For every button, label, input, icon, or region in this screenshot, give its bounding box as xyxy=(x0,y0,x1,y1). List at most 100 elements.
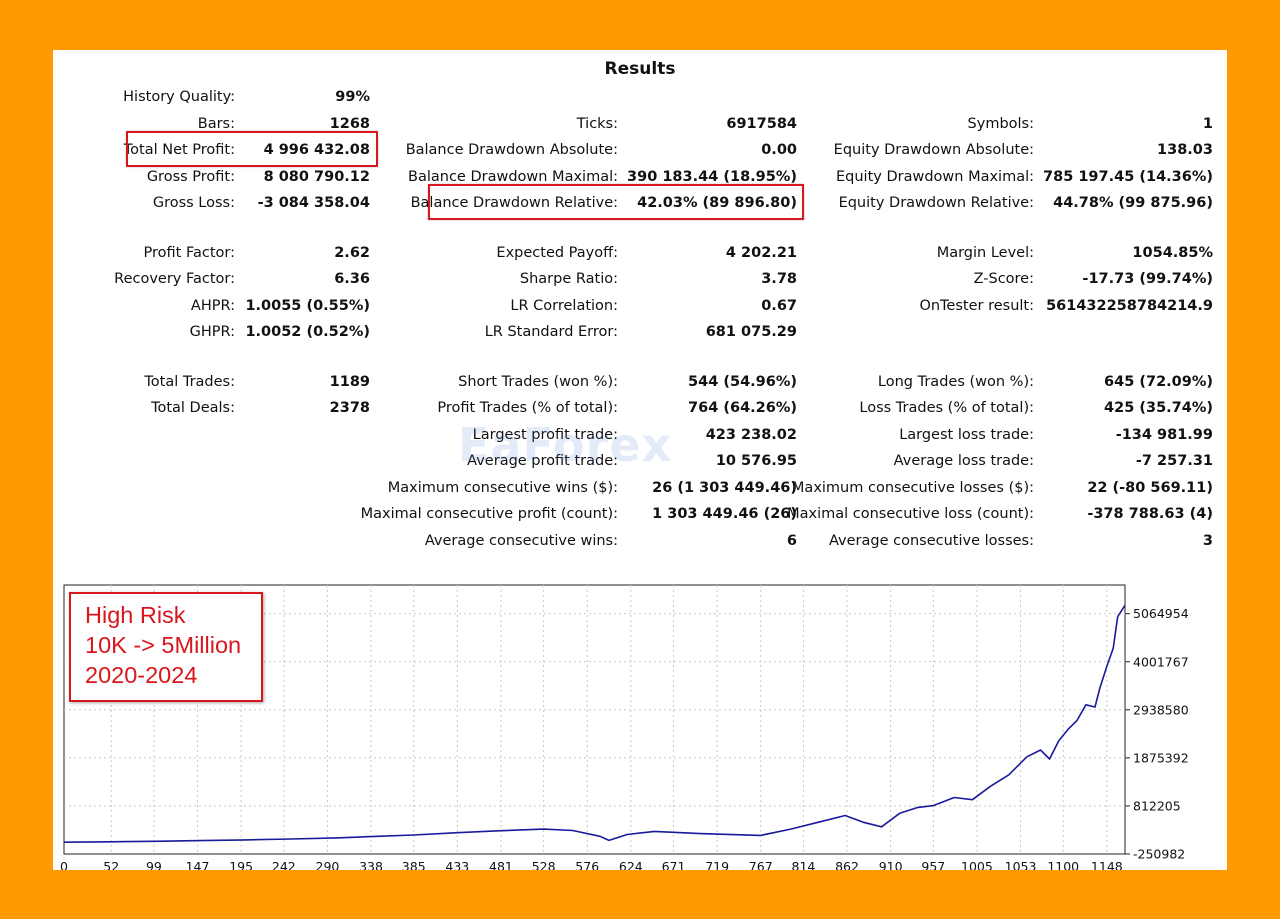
x-tick-label: 0 xyxy=(60,859,68,870)
symbols-label: Symbols: xyxy=(967,116,1034,132)
gross-loss-label: Gross Loss: xyxy=(152,195,235,211)
z-score-label: Z-Score: xyxy=(973,271,1034,287)
equity-drawdown-absolute-label: Equity Drawdown Absolute: xyxy=(833,142,1034,158)
ghpr-value: 1.0052 (0.52%) xyxy=(245,324,370,340)
y-tick-label: 2938580 xyxy=(1133,702,1189,717)
average-loss-trade-value: -7 257.31 xyxy=(1135,453,1213,469)
total-net-profit-value: 4 996 432.08 xyxy=(263,142,370,158)
max-consecutive-wins-label: Maximum consecutive wins ($): xyxy=(387,480,618,496)
risk-note-line1: High Risk xyxy=(85,602,186,628)
total-deals-label: Total Deals: xyxy=(151,400,235,416)
recovery-factor-label: Recovery Factor: xyxy=(114,271,235,287)
x-tick-label: 910 xyxy=(879,859,903,870)
margin-level-label: Margin Level: xyxy=(936,245,1034,261)
x-tick-label: 624 xyxy=(619,859,643,870)
total-trades-label: Total Trades: xyxy=(144,374,235,390)
bars-value: 1268 xyxy=(329,116,370,132)
largest-profit-trade-value: 423 238.02 xyxy=(705,427,797,443)
symbols-value: 1 xyxy=(1202,116,1213,132)
margin-level-value: 1054.85% xyxy=(1132,245,1213,261)
x-tick-label: 1005 xyxy=(961,859,993,870)
loss-trades-label: Loss Trades (% of total): xyxy=(859,400,1034,416)
profit-trades-value: 764 (64.26%) xyxy=(688,400,797,416)
risk-note-line3: 2020-2024 xyxy=(85,662,198,688)
y-tick-label: -250982 xyxy=(1133,847,1185,862)
equity-drawdown-maximal-value: 785 197.45 (14.36%) xyxy=(1043,169,1213,185)
largest-profit-trade-label: Largest profit trade: xyxy=(472,427,618,443)
balance-drawdown-absolute-value: 0.00 xyxy=(761,142,797,158)
risk-note: High Risk 10K -> 5Million 2020-2024 xyxy=(69,592,263,702)
equity-drawdown-relative-label: Equity Drawdown Relative: xyxy=(838,195,1034,211)
y-tick-label: 1875392 xyxy=(1133,750,1189,765)
average-profit-trade-label: Average profit trade: xyxy=(467,453,618,469)
x-tick-label: 481 xyxy=(489,859,513,870)
loss-trades-value: 425 (35.74%) xyxy=(1104,400,1213,416)
lr-correlation-value: 0.67 xyxy=(761,298,797,314)
equity-drawdown-maximal-label: Equity Drawdown Maximal: xyxy=(836,169,1034,185)
ontester-result-label: OnTester result: xyxy=(919,298,1034,314)
maximal-consecutive-loss-value: -378 788.63 (4) xyxy=(1087,506,1213,522)
balance-series-line xyxy=(63,604,1126,843)
x-tick-label: 385 xyxy=(402,859,426,870)
x-tick-label: 290 xyxy=(316,859,340,870)
x-tick-label: 433 xyxy=(445,859,469,870)
largest-loss-trade-label: Largest loss trade: xyxy=(899,427,1034,443)
balance-drawdown-relative-value: 42.03% (89 896.80) xyxy=(637,195,797,211)
average-consecutive-wins-label: Average consecutive wins: xyxy=(424,533,618,549)
average-consecutive-wins-value: 6 xyxy=(786,533,797,549)
expected-payoff-value: 4 202.21 xyxy=(725,245,797,261)
x-tick-label: 338 xyxy=(359,859,383,870)
largest-loss-trade-value: -134 981.99 xyxy=(1115,427,1213,443)
balance-drawdown-absolute-label: Balance Drawdown Absolute: xyxy=(405,142,618,158)
balance-drawdown-relative-label: Balance Drawdown Relative: xyxy=(410,195,618,211)
maximal-consecutive-profit-label: Maximal consecutive profit (count): xyxy=(360,506,618,522)
x-tick-label: 576 xyxy=(575,859,599,870)
x-tick-label: 719 xyxy=(705,859,729,870)
average-consecutive-losses-value: 3 xyxy=(1202,533,1213,549)
balance-drawdown-maximal-value: 390 183.44 (18.95%) xyxy=(627,169,797,185)
gross-profit-value: 8 080 790.12 xyxy=(263,169,370,185)
long-trades-value: 645 (72.09%) xyxy=(1104,374,1213,390)
balance-drawdown-maximal-label: Balance Drawdown Maximal: xyxy=(408,169,618,185)
history-quality-value: 99% xyxy=(335,89,370,105)
results-panel: Results History Quality: 99% Bars: 1268 Tick… xyxy=(53,50,1227,874)
y-tick-label: 4001767 xyxy=(1133,654,1189,669)
profit-factor-label: Profit Factor: xyxy=(143,245,235,261)
x-tick-label: 671 xyxy=(662,859,686,870)
short-trades-label: Short Trades (won %): xyxy=(458,374,618,390)
ticks-label: Ticks: xyxy=(576,116,618,132)
ahpr-value: 1.0055 (0.55%) xyxy=(245,298,370,314)
profit-factor-value: 2.62 xyxy=(334,245,370,261)
balance-drawdown-relative-highlight xyxy=(428,184,804,220)
average-loss-trade-label: Average loss trade: xyxy=(893,453,1034,469)
ticks-value: 6917584 xyxy=(726,116,797,132)
equity-drawdown-relative-value: 44.78% (99 875.96) xyxy=(1053,195,1213,211)
maximal-consecutive-profit-value: 1 303 449.46 (26) xyxy=(652,506,797,522)
lr-standard-error-value: 681 075.29 xyxy=(705,324,797,340)
gross-profit-label: Gross Profit: xyxy=(146,169,235,185)
max-consecutive-wins-value: 26 (1 303 449.46) xyxy=(652,480,797,496)
z-score-value: -17.73 (99.74%) xyxy=(1082,271,1213,287)
watermark-logo: EaForex xyxy=(458,418,673,472)
average-profit-trade-value: 10 576.95 xyxy=(715,453,797,469)
sharpe-ratio-value: 3.78 xyxy=(761,271,797,287)
x-tick-label: 1100 xyxy=(1047,859,1079,870)
equity-drawdown-absolute-value: 138.03 xyxy=(1157,142,1213,158)
maximal-consecutive-loss-label: Maximal consecutive loss (count): xyxy=(787,506,1034,522)
x-tick-label: 528 xyxy=(532,859,556,870)
x-tick-label: 814 xyxy=(792,859,816,870)
profit-trades-label: Profit Trades (% of total): xyxy=(437,400,618,416)
average-consecutive-losses-label: Average consecutive losses: xyxy=(828,533,1034,549)
recovery-factor-value: 6.36 xyxy=(334,271,370,287)
total-deals-value: 2378 xyxy=(329,400,370,416)
x-tick-label: 767 xyxy=(749,859,773,870)
sharpe-ratio-label: Sharpe Ratio: xyxy=(519,271,618,287)
x-tick-label: 862 xyxy=(835,859,859,870)
total-trades-value: 1189 xyxy=(329,374,370,390)
short-trades-value: 544 (54.96%) xyxy=(688,374,797,390)
total-net-profit-highlight xyxy=(126,131,378,167)
lr-standard-error-label: LR Standard Error: xyxy=(484,324,618,340)
history-quality-label: History Quality: xyxy=(123,89,235,105)
ahpr-label: AHPR: xyxy=(190,298,235,314)
x-tick-label: 99 xyxy=(146,859,162,870)
